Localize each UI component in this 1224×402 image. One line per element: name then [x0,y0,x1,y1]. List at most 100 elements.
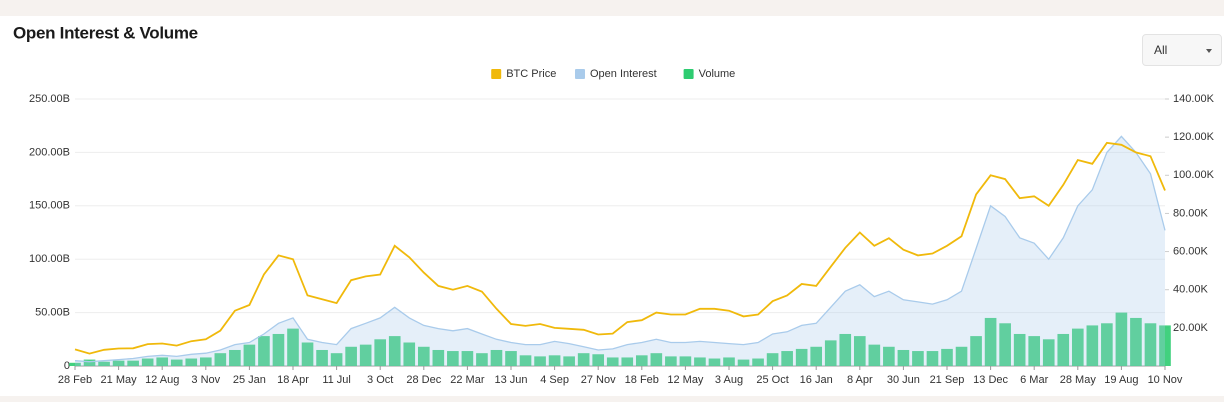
x-tick-label: 25 Oct [756,374,788,386]
volume-bar [185,358,198,366]
volume-bar [156,357,169,366]
x-tick-label: 12 Aug [145,374,179,386]
volume-bar [417,346,430,366]
volume-bar [665,356,677,366]
x-tick-label: 16 Jan [800,374,833,386]
x-tick-label: 6 Mar [1020,374,1048,386]
volume-bar [432,349,445,366]
volume-bar [621,357,634,366]
legend-swatch [491,69,502,79]
volume-bar [199,357,212,366]
volume-bar [141,358,154,366]
x-tick-label: 21 Sep [930,374,965,386]
x-tick-label: 12 May [667,374,704,386]
volume-bar [214,353,227,366]
volume-bar [83,359,96,366]
volume-bar [708,358,721,366]
y-tick-label: 150.00B [29,200,70,212]
volume-bar [912,351,924,366]
x-tick-label: 8 Apr [847,374,873,386]
volume-bar [1028,336,1041,366]
volume-bar [1159,325,1171,366]
x-tick-label: 3 Oct [367,374,393,386]
volume-bar [1013,333,1026,366]
volume-bar [795,348,808,366]
x-tick-label: 3 Aug [715,374,743,386]
volume-bar [69,362,81,366]
volume-bar [476,353,488,366]
y2-tick-label: 20.00K [1173,322,1209,334]
volume-bar [824,340,837,366]
y-tick-label: 250.00B [29,93,70,105]
x-tick-label: 28 Feb [58,374,92,386]
volume-bar [548,355,561,366]
y2-tick-label: 40.00K [1173,284,1209,296]
volume-bar [1057,333,1070,366]
volume-bar [229,349,241,366]
volume-bar [999,323,1011,366]
volume-bar [170,359,183,366]
legend-swatch [575,69,585,79]
volume-bar [984,317,997,366]
volume-bar [330,353,343,366]
y2-tick-label: 60.00K [1173,245,1209,257]
x-tick-label: 13 Dec [973,374,1008,386]
volume-bar [1115,312,1128,366]
volume-bar [258,336,270,366]
volume-bar [577,353,590,366]
volume-bar [98,361,110,366]
volume-bar [592,354,605,366]
volume-bar [766,353,779,366]
legend-label: BTC Price [506,68,556,80]
volume-bar [461,351,474,366]
legend-swatch [683,69,694,79]
chart-card: Open Interest & Volume 0 50.00B 100.00B 150… [0,16,1224,396]
volume-bar [839,333,852,366]
volume-bar [737,359,750,366]
oi-area [75,136,1165,366]
y2-tick-label: 140.00K [1173,93,1215,105]
oi-line [74,135,1166,363]
volume-bar [897,349,910,366]
y2-tick-label: 120.00K [1173,131,1215,143]
y2-tick-label: 100.00K [1173,169,1215,181]
volume-bar [490,349,503,366]
volume-bar [883,346,895,366]
y-tick-label: 0 [64,360,70,372]
volume-bar [272,333,285,366]
volume-bar [752,358,764,366]
x-tick-label: 18 Feb [625,374,659,386]
x-tick-label: 4 Sep [540,374,569,386]
y-tick-label: 50.00B [35,307,70,319]
x-tick-label: 28 Dec [406,374,441,386]
range-selector[interactable]: All [1142,34,1222,66]
volume-bar [781,351,793,366]
volume-bar [403,342,416,366]
y-tick-label: 100.00B [29,253,70,265]
volume-bar [650,353,663,366]
x-tick-label: 19 Aug [1104,374,1138,386]
volume-bar [287,328,299,366]
volume-bar [955,346,968,366]
volume-bar [694,357,706,366]
volume-bar [112,360,125,366]
x-tick-label: 18 Apr [277,374,309,386]
legend-label: Volume [699,68,736,80]
volume-bar [1144,323,1157,366]
volume-bar [970,336,982,366]
volume-bar [723,357,735,366]
volume-bar [679,356,692,366]
volume-bar [316,349,328,366]
volume-bar [243,344,256,366]
volume-bar [447,351,459,366]
x-tick-label: 25 Jan [233,374,266,386]
y-tick-label: 200.00B [29,146,70,158]
volume-bar [926,351,939,366]
volume-bar [1042,339,1055,366]
volume-bar [345,346,357,366]
x-tick-label: 10 Nov [1148,374,1183,386]
volume-bar [635,355,648,366]
volume-bar [1086,325,1099,366]
volume-bar [1101,323,1113,366]
volume-bar [374,339,387,366]
